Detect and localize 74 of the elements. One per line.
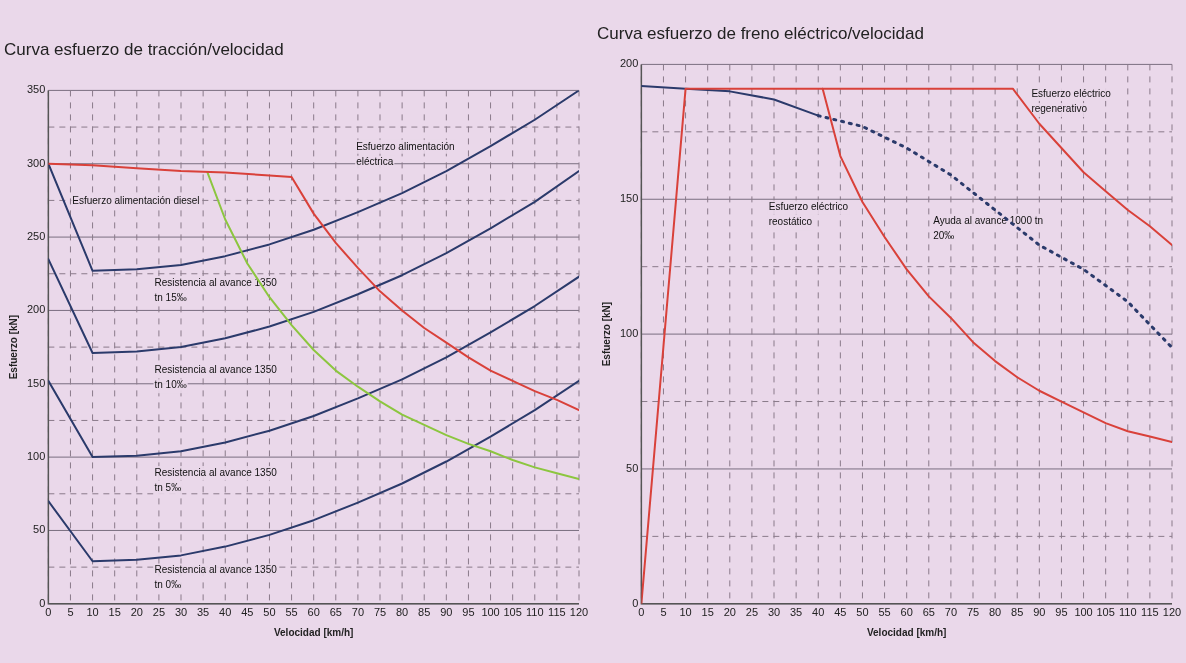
x-tick-label: 65 bbox=[329, 606, 342, 619]
x-tick-label: 115 bbox=[1141, 606, 1159, 619]
x-tick-label: 45 bbox=[834, 606, 847, 619]
y-tick-label: 200 bbox=[26, 303, 46, 316]
x-tick-label: 40 bbox=[219, 606, 232, 619]
annotation: Resistencia al avance 1350 tn 0‰ bbox=[154, 564, 278, 591]
x-tick-label: 55 bbox=[285, 606, 298, 619]
x-tick-label: 20 bbox=[723, 606, 736, 619]
x-tick-label: 120 bbox=[1162, 606, 1182, 619]
x-tick-label: 95 bbox=[1055, 606, 1068, 619]
x-tick-label: 110 bbox=[1119, 606, 1137, 619]
x-tick-label: 10 bbox=[679, 606, 692, 619]
x-tick-label: 115 bbox=[548, 606, 566, 619]
x-tick-label: 85 bbox=[1011, 606, 1024, 619]
y-tick-label: 300 bbox=[26, 156, 46, 169]
x-tick-label: 30 bbox=[767, 606, 781, 619]
x-tick-label: 65 bbox=[922, 606, 935, 619]
x-tick-label: 20 bbox=[130, 606, 143, 619]
y-tick-label: 50 bbox=[626, 461, 639, 474]
x-tick-label: 105 bbox=[503, 606, 522, 619]
x-tick-label: 100 bbox=[481, 606, 500, 619]
x-tick-label: 90 bbox=[440, 606, 453, 619]
y-tick-label: 150 bbox=[619, 192, 639, 205]
x-tick-label: 45 bbox=[241, 606, 254, 619]
y-tick-label: 150 bbox=[26, 376, 46, 389]
x-tick-label: 5 bbox=[660, 606, 667, 619]
annotation: Esfuerzo alimentación eléctrica bbox=[356, 140, 455, 167]
x-tick-label: 5 bbox=[67, 606, 74, 619]
annotation: Resistencia al avance 1350 tn 5‰ bbox=[154, 466, 278, 493]
y-tick-label: 200 bbox=[619, 57, 639, 70]
y-tick-label: 0 bbox=[39, 596, 46, 609]
x-tick-label: 85 bbox=[418, 606, 431, 619]
x-tick-label: 40 bbox=[812, 606, 825, 619]
annotation: Esfuerzo eléctrico reostático bbox=[768, 201, 849, 228]
x-tick-label: 120 bbox=[569, 606, 589, 619]
x-tick-label: 105 bbox=[1096, 606, 1115, 619]
annotation: Esfuerzo alimentación diesel bbox=[72, 194, 200, 206]
y-axis-title: Esfuerzo [kN] bbox=[7, 314, 19, 380]
x-tick-label: 25 bbox=[745, 606, 759, 619]
x-tick-label: 75 bbox=[966, 606, 980, 619]
x-tick-label: 15 bbox=[701, 606, 714, 619]
x-tick-label: 70 bbox=[351, 606, 365, 619]
x-tick-label: 55 bbox=[878, 606, 891, 619]
x-tick-label: 80 bbox=[395, 606, 409, 619]
x-tick-label: 35 bbox=[197, 606, 210, 619]
x-tick-label: 25 bbox=[152, 606, 166, 619]
x-tick-label: 60 bbox=[307, 606, 320, 619]
x-tick-label: 75 bbox=[373, 606, 387, 619]
x-axis-title: Velocidad [km/h] bbox=[273, 626, 354, 638]
x-tick-label: 80 bbox=[988, 606, 1002, 619]
x-tick-label: 95 bbox=[462, 606, 475, 619]
x-tick-label: 60 bbox=[900, 606, 913, 619]
y-tick-label: 0 bbox=[632, 596, 639, 609]
x-tick-label: 100 bbox=[1074, 606, 1093, 619]
y-tick-label: 100 bbox=[619, 327, 639, 340]
x-tick-label: 30 bbox=[174, 606, 188, 619]
y-tick-label: 250 bbox=[26, 230, 46, 243]
x-tick-label: 50 bbox=[263, 606, 276, 619]
y-tick-label: 350 bbox=[26, 83, 46, 96]
x-tick-label: 35 bbox=[790, 606, 803, 619]
x-tick-label: 90 bbox=[1033, 606, 1046, 619]
y-tick-label: 100 bbox=[26, 450, 46, 463]
x-tick-label: 15 bbox=[108, 606, 121, 619]
chart-title: Curva esfuerzo de freno eléctrico/velocidad bbox=[597, 23, 924, 43]
x-tick-label: 10 bbox=[86, 606, 99, 619]
x-tick-label: 70 bbox=[944, 606, 958, 619]
annotation: Esfuerzo eléctrico regenerativo bbox=[1031, 87, 1112, 114]
chart-title: Curva esfuerzo de tracción/velocidad bbox=[4, 39, 284, 59]
y-tick-label: 50 bbox=[33, 523, 46, 536]
x-tick-label: 110 bbox=[526, 606, 544, 619]
y-axis-title: Esfuerzo [kN] bbox=[600, 301, 612, 367]
x-axis-title: Velocidad [km/h] bbox=[866, 626, 947, 638]
x-tick-label: 50 bbox=[856, 606, 869, 619]
annotation: Resistencia al avance 1350 tn 10‰ bbox=[154, 363, 278, 390]
